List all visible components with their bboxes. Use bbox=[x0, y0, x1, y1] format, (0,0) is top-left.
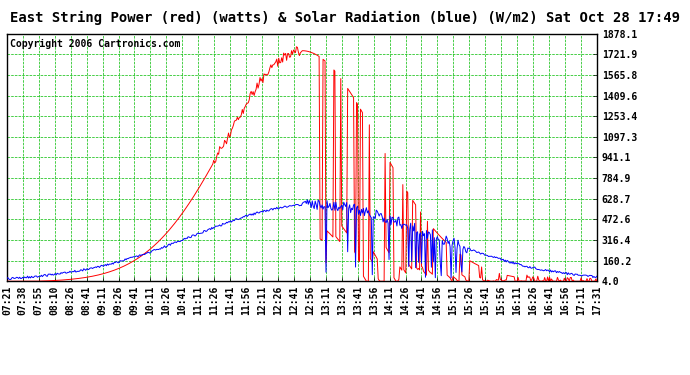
Text: Copyright 2006 Cartronics.com: Copyright 2006 Cartronics.com bbox=[10, 39, 180, 49]
Text: East String Power (red) (watts) & Solar Radiation (blue) (W/m2) Sat Oct 28 17:49: East String Power (red) (watts) & Solar … bbox=[10, 11, 680, 26]
